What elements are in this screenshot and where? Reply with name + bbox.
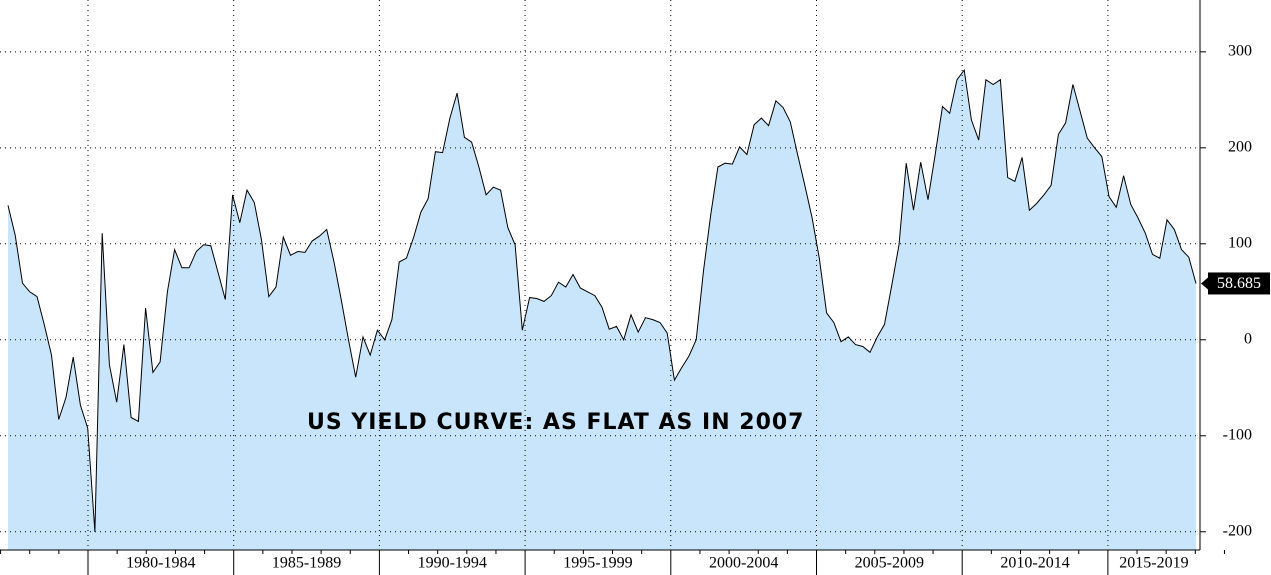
x-tick-label: 2000-2004 bbox=[709, 555, 778, 572]
x-tick-label: 1990-1994 bbox=[418, 555, 487, 572]
y-tick-label: 300 bbox=[1228, 43, 1252, 60]
x-tick-label: 2010-2014 bbox=[1000, 555, 1069, 572]
last-value-pointer bbox=[1201, 277, 1208, 290]
y-tick-label: 0 bbox=[1244, 330, 1252, 347]
area bbox=[8, 70, 1196, 550]
x-tick-label: 1985-1989 bbox=[272, 555, 341, 572]
y-tick-label: -100 bbox=[1223, 426, 1252, 443]
line bbox=[7, 68, 1197, 532]
last-value-label: 58.685 bbox=[1217, 275, 1261, 292]
y-tick-label: 100 bbox=[1228, 234, 1252, 251]
last-value-box bbox=[1208, 272, 1270, 295]
x-tick-label: 1980-1984 bbox=[126, 555, 195, 572]
x-tick-label: 2005-2009 bbox=[855, 555, 924, 572]
x-tick-label: 2015-2019 bbox=[1119, 555, 1188, 572]
y-tick-label: -200 bbox=[1223, 522, 1252, 539]
x-tick-label: 1995-1999 bbox=[563, 555, 632, 572]
y-tick-label: 200 bbox=[1228, 138, 1252, 155]
annotation: US YIELD CURVE: AS FLAT AS IN 2007 bbox=[307, 410, 805, 435]
